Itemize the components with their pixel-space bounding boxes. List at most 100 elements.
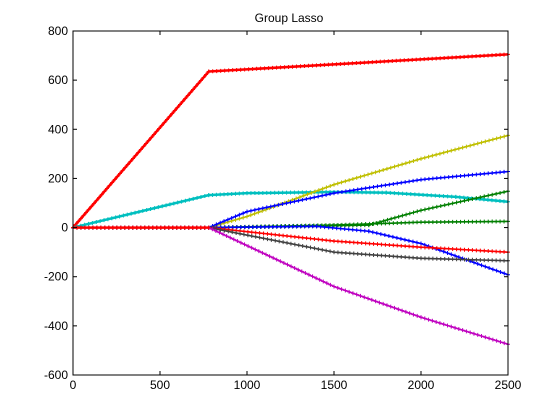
data-point-marker <box>273 232 278 237</box>
data-point-marker <box>320 193 325 198</box>
data-point-marker <box>471 331 476 336</box>
data-point-marker <box>422 207 427 212</box>
data-point-marker <box>201 75 206 80</box>
data-point-marker <box>437 321 442 326</box>
data-point-marker <box>454 55 459 60</box>
data-point-marker <box>298 64 303 69</box>
data-point-marker <box>298 224 303 229</box>
data-point-marker <box>304 244 309 249</box>
data-point-marker <box>110 180 115 185</box>
data-point-marker <box>322 62 327 67</box>
data-point-marker <box>354 61 359 66</box>
data-point-marker <box>162 225 167 230</box>
data-point-marker <box>78 225 83 230</box>
data-point-marker <box>371 252 376 257</box>
data-point-marker <box>412 192 417 197</box>
data-point-marker <box>265 231 270 236</box>
data-point-marker <box>482 219 487 224</box>
data-point-marker <box>310 224 315 229</box>
data-point-marker <box>324 185 329 190</box>
data-point-marker <box>400 191 405 196</box>
data-point-marker <box>419 177 423 182</box>
data-point-marker <box>335 190 340 195</box>
data-point-marker <box>377 300 382 305</box>
data-point-marker <box>501 199 506 204</box>
data-point-marker <box>387 182 392 187</box>
series-1 <box>71 189 510 230</box>
data-point-marker <box>300 235 305 240</box>
data-point-marker <box>363 241 368 246</box>
data-point-marker <box>475 141 480 146</box>
data-point-marker <box>248 213 253 218</box>
data-point-marker <box>347 178 352 183</box>
data-point-marker <box>167 114 172 119</box>
data-point-marker <box>486 53 491 58</box>
data-point-marker <box>312 246 317 251</box>
data-point-marker <box>257 235 262 240</box>
data-point-marker <box>120 168 125 173</box>
data-point-marker <box>400 308 405 313</box>
data-point-marker <box>110 225 115 230</box>
data-point-marker <box>270 224 275 229</box>
data-point-marker <box>268 204 273 209</box>
data-point-marker <box>482 248 487 253</box>
data-point-marker <box>213 228 218 233</box>
data-point-marker <box>339 239 344 244</box>
data-point-marker <box>245 229 250 234</box>
data-point-marker <box>403 161 408 166</box>
data-point-marker <box>320 247 325 252</box>
data-point-marker <box>410 239 415 244</box>
data-point-marker <box>466 219 471 224</box>
data-point-marker <box>326 225 331 230</box>
data-point-marker <box>164 117 169 122</box>
data-point-marker <box>335 181 340 186</box>
data-point-marker <box>174 225 179 230</box>
data-point-marker <box>301 193 306 198</box>
data-point-marker <box>128 159 133 164</box>
data-point-marker <box>304 236 309 241</box>
data-point-marker <box>269 237 274 242</box>
data-point-marker <box>339 287 344 292</box>
y-tick-label: 0 <box>61 221 68 235</box>
data-point-marker <box>391 243 396 248</box>
data-point-marker <box>376 190 381 195</box>
data-point-marker <box>359 252 364 257</box>
data-point-marker <box>342 61 347 66</box>
data-point-marker <box>185 93 190 98</box>
data-point-marker <box>282 65 287 70</box>
data-point-marker <box>411 255 416 260</box>
data-point-marker <box>265 237 270 242</box>
data-point-marker <box>490 267 495 272</box>
data-point-marker <box>290 64 295 69</box>
data-point-marker <box>460 145 465 150</box>
data-point-marker <box>384 166 389 171</box>
data-point-marker <box>422 256 427 261</box>
data-point-marker <box>267 254 272 259</box>
data-point-marker <box>489 198 494 203</box>
data-point-marker <box>335 285 340 290</box>
data-point-marker <box>483 335 488 340</box>
data-point-marker <box>233 214 238 219</box>
data-point-marker <box>281 260 286 265</box>
data-point-marker <box>482 194 487 199</box>
data-point-marker <box>222 68 227 73</box>
data-point-marker <box>343 239 348 244</box>
data-point-marker <box>404 212 409 217</box>
data-point-marker <box>381 167 386 172</box>
data-point-marker <box>306 224 311 229</box>
data-point-marker <box>162 120 167 125</box>
data-point-marker <box>188 90 193 95</box>
data-point-marker <box>395 243 400 248</box>
data-point-marker <box>377 169 382 174</box>
data-point-marker <box>324 248 329 253</box>
data-point-marker <box>379 183 384 188</box>
data-point-marker <box>104 186 109 191</box>
data-point-marker <box>308 245 313 250</box>
data-point-marker <box>437 151 442 156</box>
data-point-marker <box>358 293 363 298</box>
data-point-marker <box>494 136 499 141</box>
data-point-marker <box>456 255 461 260</box>
data-point-marker <box>414 57 419 62</box>
data-point-marker <box>422 177 427 182</box>
